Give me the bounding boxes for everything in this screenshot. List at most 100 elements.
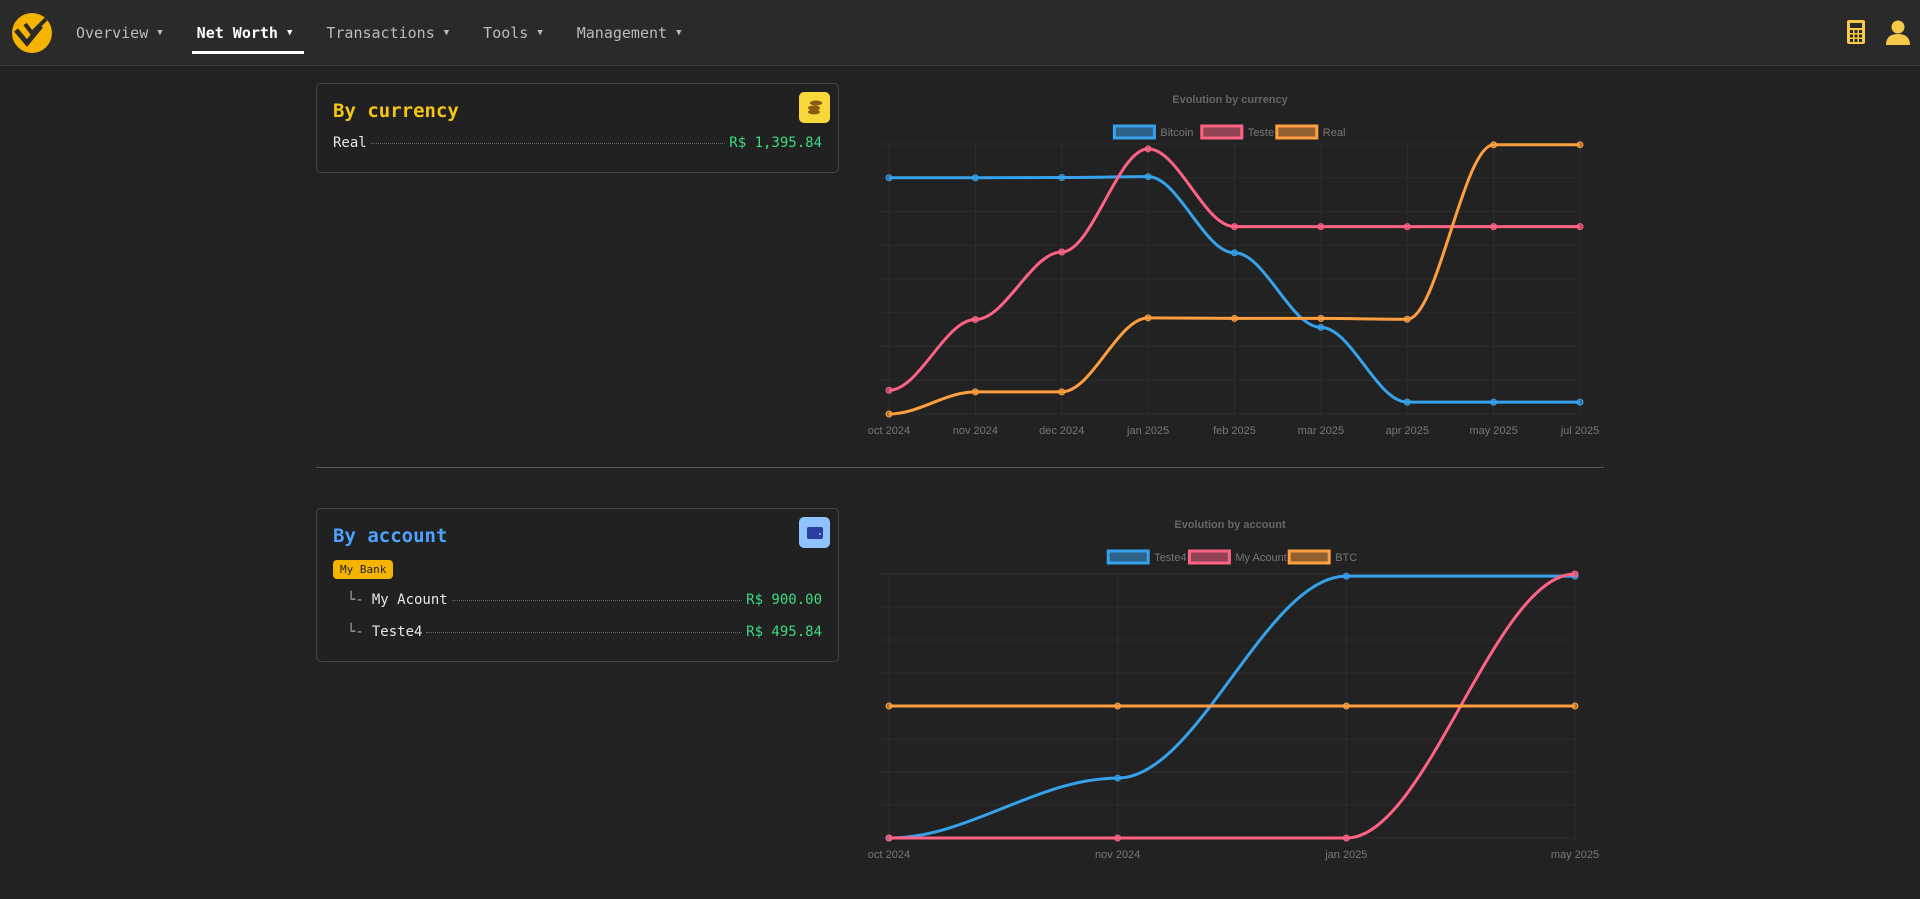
account-row: └- My Acount R$ 900.00 (347, 592, 822, 608)
wallet-icon (799, 517, 830, 548)
data-point (1114, 774, 1122, 782)
legend-label: BTC (1335, 552, 1357, 564)
card-title: By currency (333, 100, 459, 122)
dot-leader (370, 143, 726, 144)
data-point (885, 410, 893, 418)
series-line-my-acount (888, 572, 1576, 840)
data-point (1144, 314, 1152, 322)
x-tick-label: jul 2025 (1560, 425, 1600, 437)
calculator-icon[interactable] (1842, 18, 1870, 46)
main-menu: Overview ▼ Net Worth ▼ Transactions ▼ Tools… (64, 0, 703, 66)
data-point (1571, 570, 1579, 578)
data-point (1576, 223, 1584, 231)
legend-swatch (1112, 124, 1156, 140)
x-tick-label: nov 2024 (1095, 849, 1140, 861)
data-point (1058, 388, 1066, 396)
nav-management[interactable]: Management ▼ (565, 0, 694, 66)
tree-prefix: └- (347, 624, 364, 640)
nav-label: Management (576, 24, 668, 42)
series-line-real (888, 143, 1580, 416)
data-point (1317, 323, 1325, 331)
data-point (1342, 834, 1350, 842)
data-point (1403, 398, 1411, 406)
data-point (1231, 223, 1238, 231)
data-point (1403, 223, 1411, 231)
nav-overview[interactable]: Overview ▼ (64, 0, 175, 66)
data-point (1058, 173, 1066, 181)
chart-title: Evolution by currency (1172, 94, 1288, 106)
data-point (1490, 141, 1498, 149)
data-point (1114, 834, 1122, 842)
currency-row: Real R$ 1,395.84 (333, 135, 822, 151)
data-point (885, 702, 893, 710)
x-tick-label: may 2025 (1551, 849, 1599, 861)
data-point (971, 316, 979, 323)
series-line-teste4 (888, 574, 1575, 840)
account-evolution-chart: Evolution by account oct 2024 nov 2024 jan … (868, 519, 1599, 861)
dot-leader (451, 600, 743, 601)
account-name: Teste4 (371, 624, 423, 640)
x-tick-label: jan 2025 (1126, 425, 1169, 437)
chart-title: Evolution by account (1174, 519, 1286, 531)
by-currency-card: By currency Real R$ 1,395.84 (316, 83, 839, 173)
x-tick-label: may 2025 (1469, 425, 1517, 437)
caret-down-icon: ▼ (286, 28, 293, 38)
legend-label: Bitcoin (1160, 127, 1193, 139)
data-point (1231, 249, 1238, 257)
legend-swatch (1287, 549, 1331, 565)
data-point (1144, 173, 1152, 181)
data-point (1058, 248, 1066, 256)
x-tick-label: oct 2024 (868, 425, 910, 437)
legend-swatch (1275, 124, 1319, 140)
section-divider (316, 467, 1604, 468)
legend-swatch (1200, 124, 1244, 140)
caret-down-icon: ▼ (676, 28, 682, 38)
legend-swatch (1187, 549, 1231, 565)
legend-label: Real (1323, 127, 1346, 139)
legend-label: My Acount (1235, 552, 1286, 564)
nav-label: Tools (483, 24, 529, 42)
navbar: Overview ▼ Net Worth ▼ Transactions ▼ Tools… (0, 0, 1920, 66)
data-point (1490, 223, 1498, 231)
data-point (1317, 314, 1325, 322)
account-value: R$ 900.00 (746, 592, 822, 608)
legend-label: Teste (1248, 127, 1274, 139)
legend-swatch (1106, 549, 1150, 565)
currency-evolution-chart: Evolution by currency oct 2024 nov 2024 dec… (868, 94, 1600, 437)
data-point (1571, 702, 1579, 710)
data-point (1576, 141, 1584, 149)
card-title: By account (333, 525, 448, 547)
nav-tools[interactable]: Tools ▼ (471, 0, 555, 66)
by-account-card: By account My Bank └- My Acount R$ 900.00 … (316, 508, 839, 662)
x-tick-label: mar 2025 (1298, 425, 1344, 437)
user-icon[interactable] (1884, 18, 1912, 46)
tree-prefix: └- (347, 592, 364, 608)
account-name: My Acount (371, 592, 448, 608)
x-tick-label: oct 2024 (868, 849, 910, 861)
nav-net-worth[interactable]: Net Worth ▼ (185, 0, 305, 66)
currency-value: R$ 1,395.84 (729, 135, 822, 151)
data-point (1576, 398, 1584, 406)
data-point (1490, 398, 1498, 406)
data-point (885, 174, 893, 182)
data-point (971, 388, 979, 396)
caret-down-icon: ▼ (157, 28, 163, 38)
bank-badge: My Bank (333, 560, 394, 579)
x-tick-label: dec 2024 (1039, 425, 1084, 437)
caret-down-icon: ▼ (537, 28, 543, 38)
data-point (1317, 223, 1325, 231)
nav-transactions[interactable]: Transactions ▼ (314, 0, 461, 66)
caret-down-icon: ▼ (443, 28, 450, 38)
data-point (1342, 572, 1350, 580)
app-logo-icon[interactable] (12, 13, 52, 53)
data-point (1342, 702, 1350, 710)
x-tick-label: jan 2025 (1324, 849, 1367, 861)
currency-name: Real (333, 135, 367, 151)
coins-icon (799, 92, 830, 123)
account-value: R$ 495.84 (746, 624, 822, 640)
data-point (885, 386, 893, 394)
data-point (885, 834, 893, 842)
nav-label: Net Worth (196, 24, 278, 42)
x-tick-label: apr 2025 (1386, 425, 1429, 437)
data-point (1144, 145, 1152, 153)
